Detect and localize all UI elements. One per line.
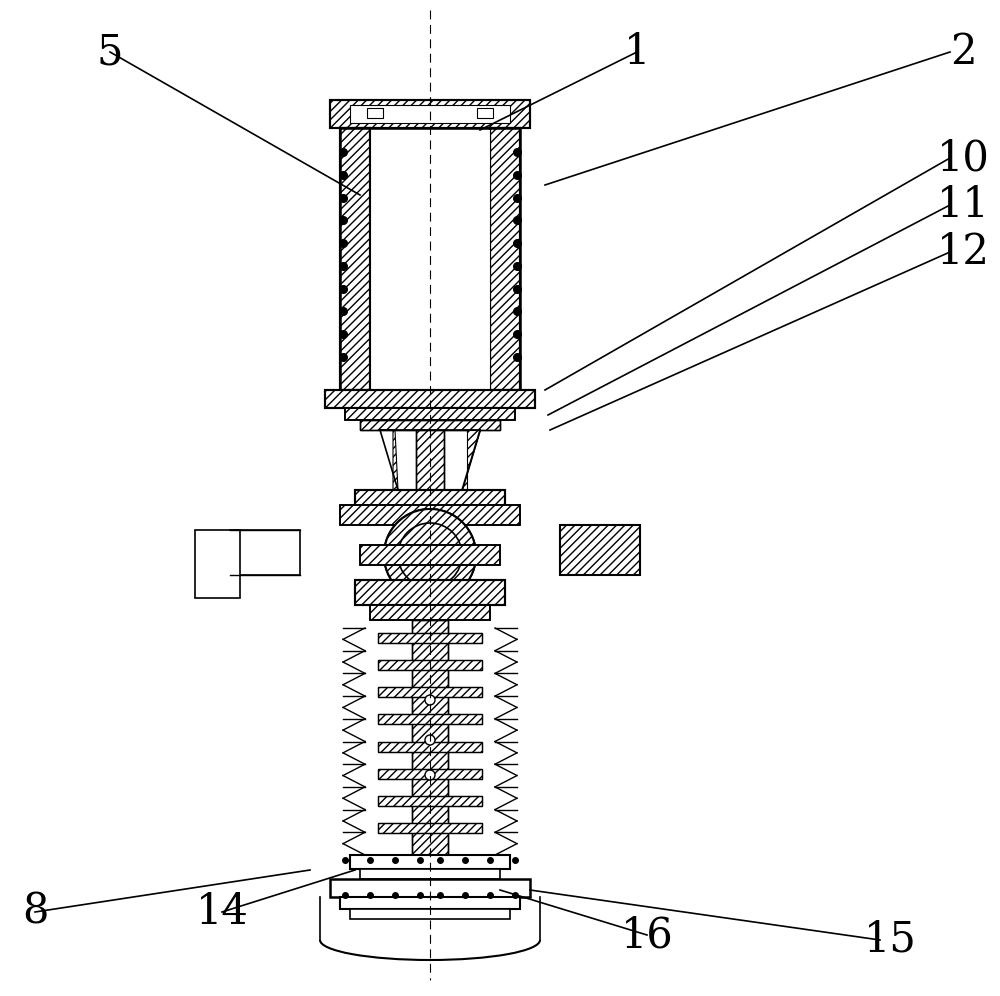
Circle shape [384, 509, 476, 601]
Bar [340, 505, 520, 525]
Bar [325, 390, 535, 408]
Circle shape [425, 695, 435, 705]
Bar [340, 128, 370, 390]
Bar [345, 408, 515, 420]
Bar [330, 100, 530, 128]
Circle shape [425, 735, 435, 745]
Text: 16: 16 [621, 914, 673, 956]
Text: 1: 1 [624, 31, 650, 73]
Bar [378, 823, 482, 833]
Bar [378, 714, 482, 724]
Bar [230, 530, 300, 575]
Bar [560, 525, 640, 575]
Bar [416, 430, 444, 560]
Bar [378, 633, 482, 643]
Polygon shape [462, 430, 480, 490]
Bar [330, 100, 530, 128]
Bar [340, 128, 520, 390]
Bar [412, 620, 448, 860]
Bar [378, 823, 482, 833]
Bar [340, 505, 520, 525]
Bar [378, 660, 482, 670]
Bar [416, 430, 444, 560]
Bar [360, 869, 500, 879]
Bar [360, 545, 500, 565]
Bar [378, 660, 482, 670]
Bar [325, 390, 535, 408]
Bar [378, 687, 482, 697]
Text: 15: 15 [864, 919, 916, 961]
Bar [195, 530, 240, 598]
Bar [490, 128, 520, 390]
Bar [340, 897, 520, 909]
Circle shape [425, 770, 435, 780]
Circle shape [398, 523, 462, 587]
Bar [355, 490, 505, 520]
Bar [490, 128, 520, 390]
Bar [350, 909, 510, 919]
Bar [378, 769, 482, 779]
Bar [370, 605, 490, 620]
Bar [560, 525, 640, 575]
Bar [340, 128, 370, 390]
Bar [560, 525, 640, 575]
Text: 5: 5 [97, 31, 123, 73]
Bar [367, 108, 383, 118]
Bar [378, 741, 482, 752]
Polygon shape [380, 430, 398, 490]
Bar [378, 714, 482, 724]
Text: 11: 11 [937, 184, 989, 226]
Bar [370, 130, 490, 390]
Bar [360, 420, 500, 430]
Bar [378, 769, 482, 779]
Bar [330, 879, 530, 897]
Bar [477, 108, 493, 118]
Text: 2: 2 [950, 31, 976, 73]
Bar [412, 620, 448, 860]
Bar [355, 490, 505, 520]
Bar [355, 580, 505, 605]
Bar [378, 796, 482, 806]
Bar [360, 545, 500, 565]
Text: 8: 8 [22, 891, 48, 933]
Bar [355, 580, 505, 605]
Bar [378, 796, 482, 806]
Bar [378, 633, 482, 643]
Bar [350, 855, 510, 869]
Text: 10: 10 [937, 137, 989, 179]
Circle shape [384, 509, 476, 601]
Bar [378, 687, 482, 697]
Bar [345, 408, 515, 420]
Text: 12: 12 [936, 231, 990, 273]
Text: 14: 14 [196, 891, 248, 933]
Bar [360, 420, 500, 430]
Bar [378, 741, 482, 752]
Bar [370, 605, 490, 620]
Bar [350, 105, 510, 123]
